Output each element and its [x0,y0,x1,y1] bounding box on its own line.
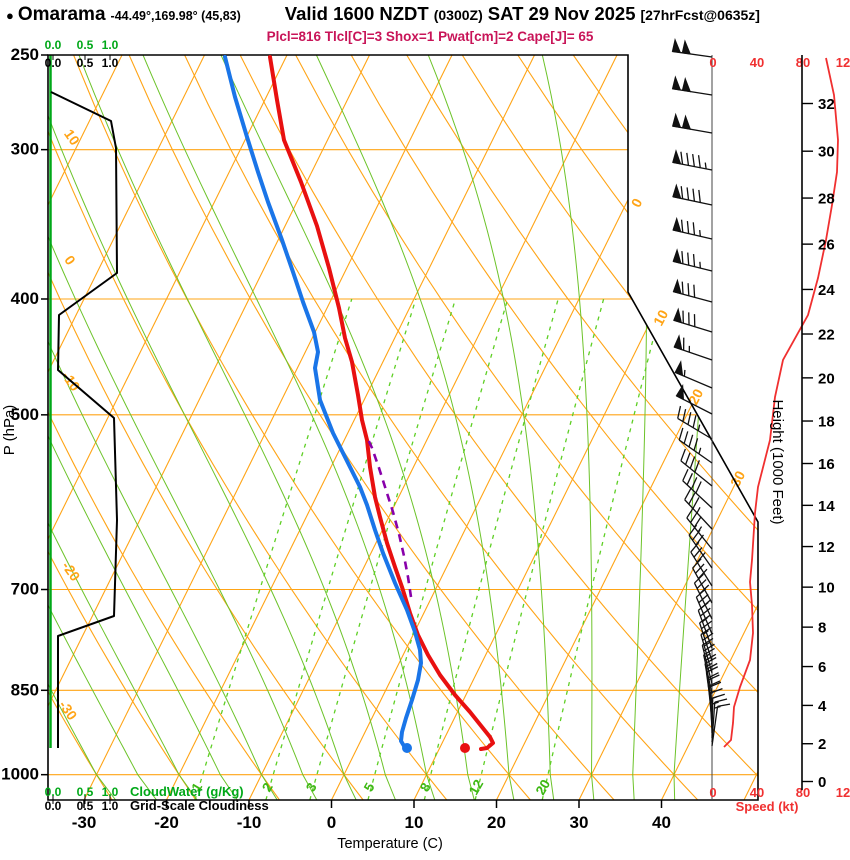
svg-text:2: 2 [818,736,826,753]
svg-text:Temperature (C): Temperature (C) [337,836,443,852]
svg-text:400: 400 [11,289,39,308]
svg-text:20: 20 [487,813,506,832]
svg-text:4: 4 [818,698,827,715]
stability-indices: Plcl=816 Tlcl[C]=3 Shox=1 Pwat[cm]=2 Cap… [266,29,594,44]
svg-text:5: 5 [361,780,378,794]
temperature-trace [268,55,495,751]
svg-text:1000: 1000 [1,765,39,784]
valid-time: Valid 1600 NZDT [284,3,429,24]
svg-text:-10: -10 [237,813,262,832]
svg-text:-30: -30 [56,697,81,723]
svg-text:-30: -30 [72,813,97,832]
svg-text:1.0: 1.0 [102,38,119,52]
surface-dewpoint-marker [402,743,412,753]
svg-text:12: 12 [466,777,487,798]
svg-text:700: 700 [11,580,39,599]
svg-text:12: 12 [818,539,835,556]
station-bullet-icon: ● [6,8,14,23]
cloudiness-trace [50,91,118,748]
svg-text:40: 40 [750,55,764,70]
valid-zulu: (0300Z) [433,7,483,23]
svg-text:0: 0 [61,252,79,268]
svg-text:22: 22 [818,327,835,344]
svg-text:1.0: 1.0 [102,785,119,799]
svg-text:0.0: 0.0 [45,799,62,813]
svg-text:1.0: 1.0 [102,56,119,70]
svg-text:24: 24 [818,282,835,299]
svg-text:300: 300 [11,140,39,159]
svg-text:8: 8 [417,780,434,794]
svg-text:20: 20 [685,386,707,407]
svg-text:850: 850 [11,680,39,699]
svg-text:0.5: 0.5 [77,799,94,813]
svg-text:12: 12 [836,55,850,70]
skewt-grid [48,55,758,800]
svg-text:1.0: 1.0 [102,799,119,813]
svg-text:P (hPa): P (hPa) [1,405,18,456]
chart-header: ● Omarama -44.49°,169.98° (45,83) Valid … [6,3,846,26]
svg-text:12: 12 [836,785,850,800]
svg-text:0: 0 [709,785,716,800]
svg-text:80: 80 [796,55,810,70]
wind-barbs [671,38,731,800]
svg-text:0.0: 0.0 [45,38,62,52]
temperature-axis: -30 -20 -10 0 10 20 30 40 Temperature (C) [72,800,671,852]
svg-text:30: 30 [570,813,589,832]
sounding-traces [223,55,495,753]
svg-text:40: 40 [750,785,764,800]
svg-text:80: 80 [796,785,810,800]
forecast-tag: [27hrFcst@0635z] [640,7,760,23]
station-name: Omarama [17,4,106,25]
svg-text:10: 10 [650,307,672,328]
svg-text:0: 0 [709,55,716,70]
svg-text:10: 10 [405,813,424,832]
svg-text:14: 14 [818,498,835,515]
svg-text:0.5: 0.5 [77,56,94,70]
svg-text:CloudWater (g/Kg): CloudWater (g/Kg) [130,784,244,799]
svg-text:6: 6 [818,659,826,676]
svg-text:32: 32 [818,96,835,113]
svg-text:0.0: 0.0 [45,785,62,799]
svg-text:18: 18 [818,414,835,431]
pressure-axis: 250 300 400 500 700 850 1000 P (hPa) [1,45,48,784]
svg-text:20: 20 [533,777,554,798]
svg-text:20: 20 [818,370,835,387]
svg-text:0: 0 [818,774,826,791]
svg-text:0.0: 0.0 [45,56,62,70]
svg-text:500: 500 [11,405,39,424]
cloud-scales: 0.00.00.00.00.50.50.50.51.01.01.01.0Clou… [45,38,269,813]
svg-text:10: 10 [61,126,83,148]
svg-text:30: 30 [727,468,749,489]
svg-text:Grid-Scale Cloudiness: Grid-Scale Cloudiness [130,798,269,813]
parcel-trace [365,436,413,598]
svg-text:16: 16 [818,456,835,473]
svg-text:-20: -20 [154,813,179,832]
valid-date: SAT 29 Nov 2025 [487,3,636,24]
svg-text:-20: -20 [59,558,84,584]
speed-trace [723,57,839,748]
svg-text:3: 3 [303,780,320,794]
svg-text:8: 8 [818,620,826,637]
plot-frame [47,54,759,801]
svg-text:0.5: 0.5 [77,785,94,799]
surface-temp-marker [460,743,470,753]
svg-text:250: 250 [11,45,39,64]
dewpoint-trace [223,55,423,750]
svg-text:40: 40 [652,813,671,832]
svg-text:0: 0 [327,813,336,832]
svg-text:10: 10 [818,580,835,597]
svg-text:Height (1000 Feet): Height (1000 Feet) [769,399,786,524]
svg-text:28: 28 [818,191,835,208]
svg-text:30: 30 [818,144,835,161]
svg-text:0: 0 [628,195,646,210]
svg-text:26: 26 [818,237,835,254]
svg-text:0.5: 0.5 [77,38,94,52]
svg-text:Speed (kt): Speed (kt) [736,799,799,814]
station-coords: -44.49°,169.98° (45,83) [110,9,241,23]
